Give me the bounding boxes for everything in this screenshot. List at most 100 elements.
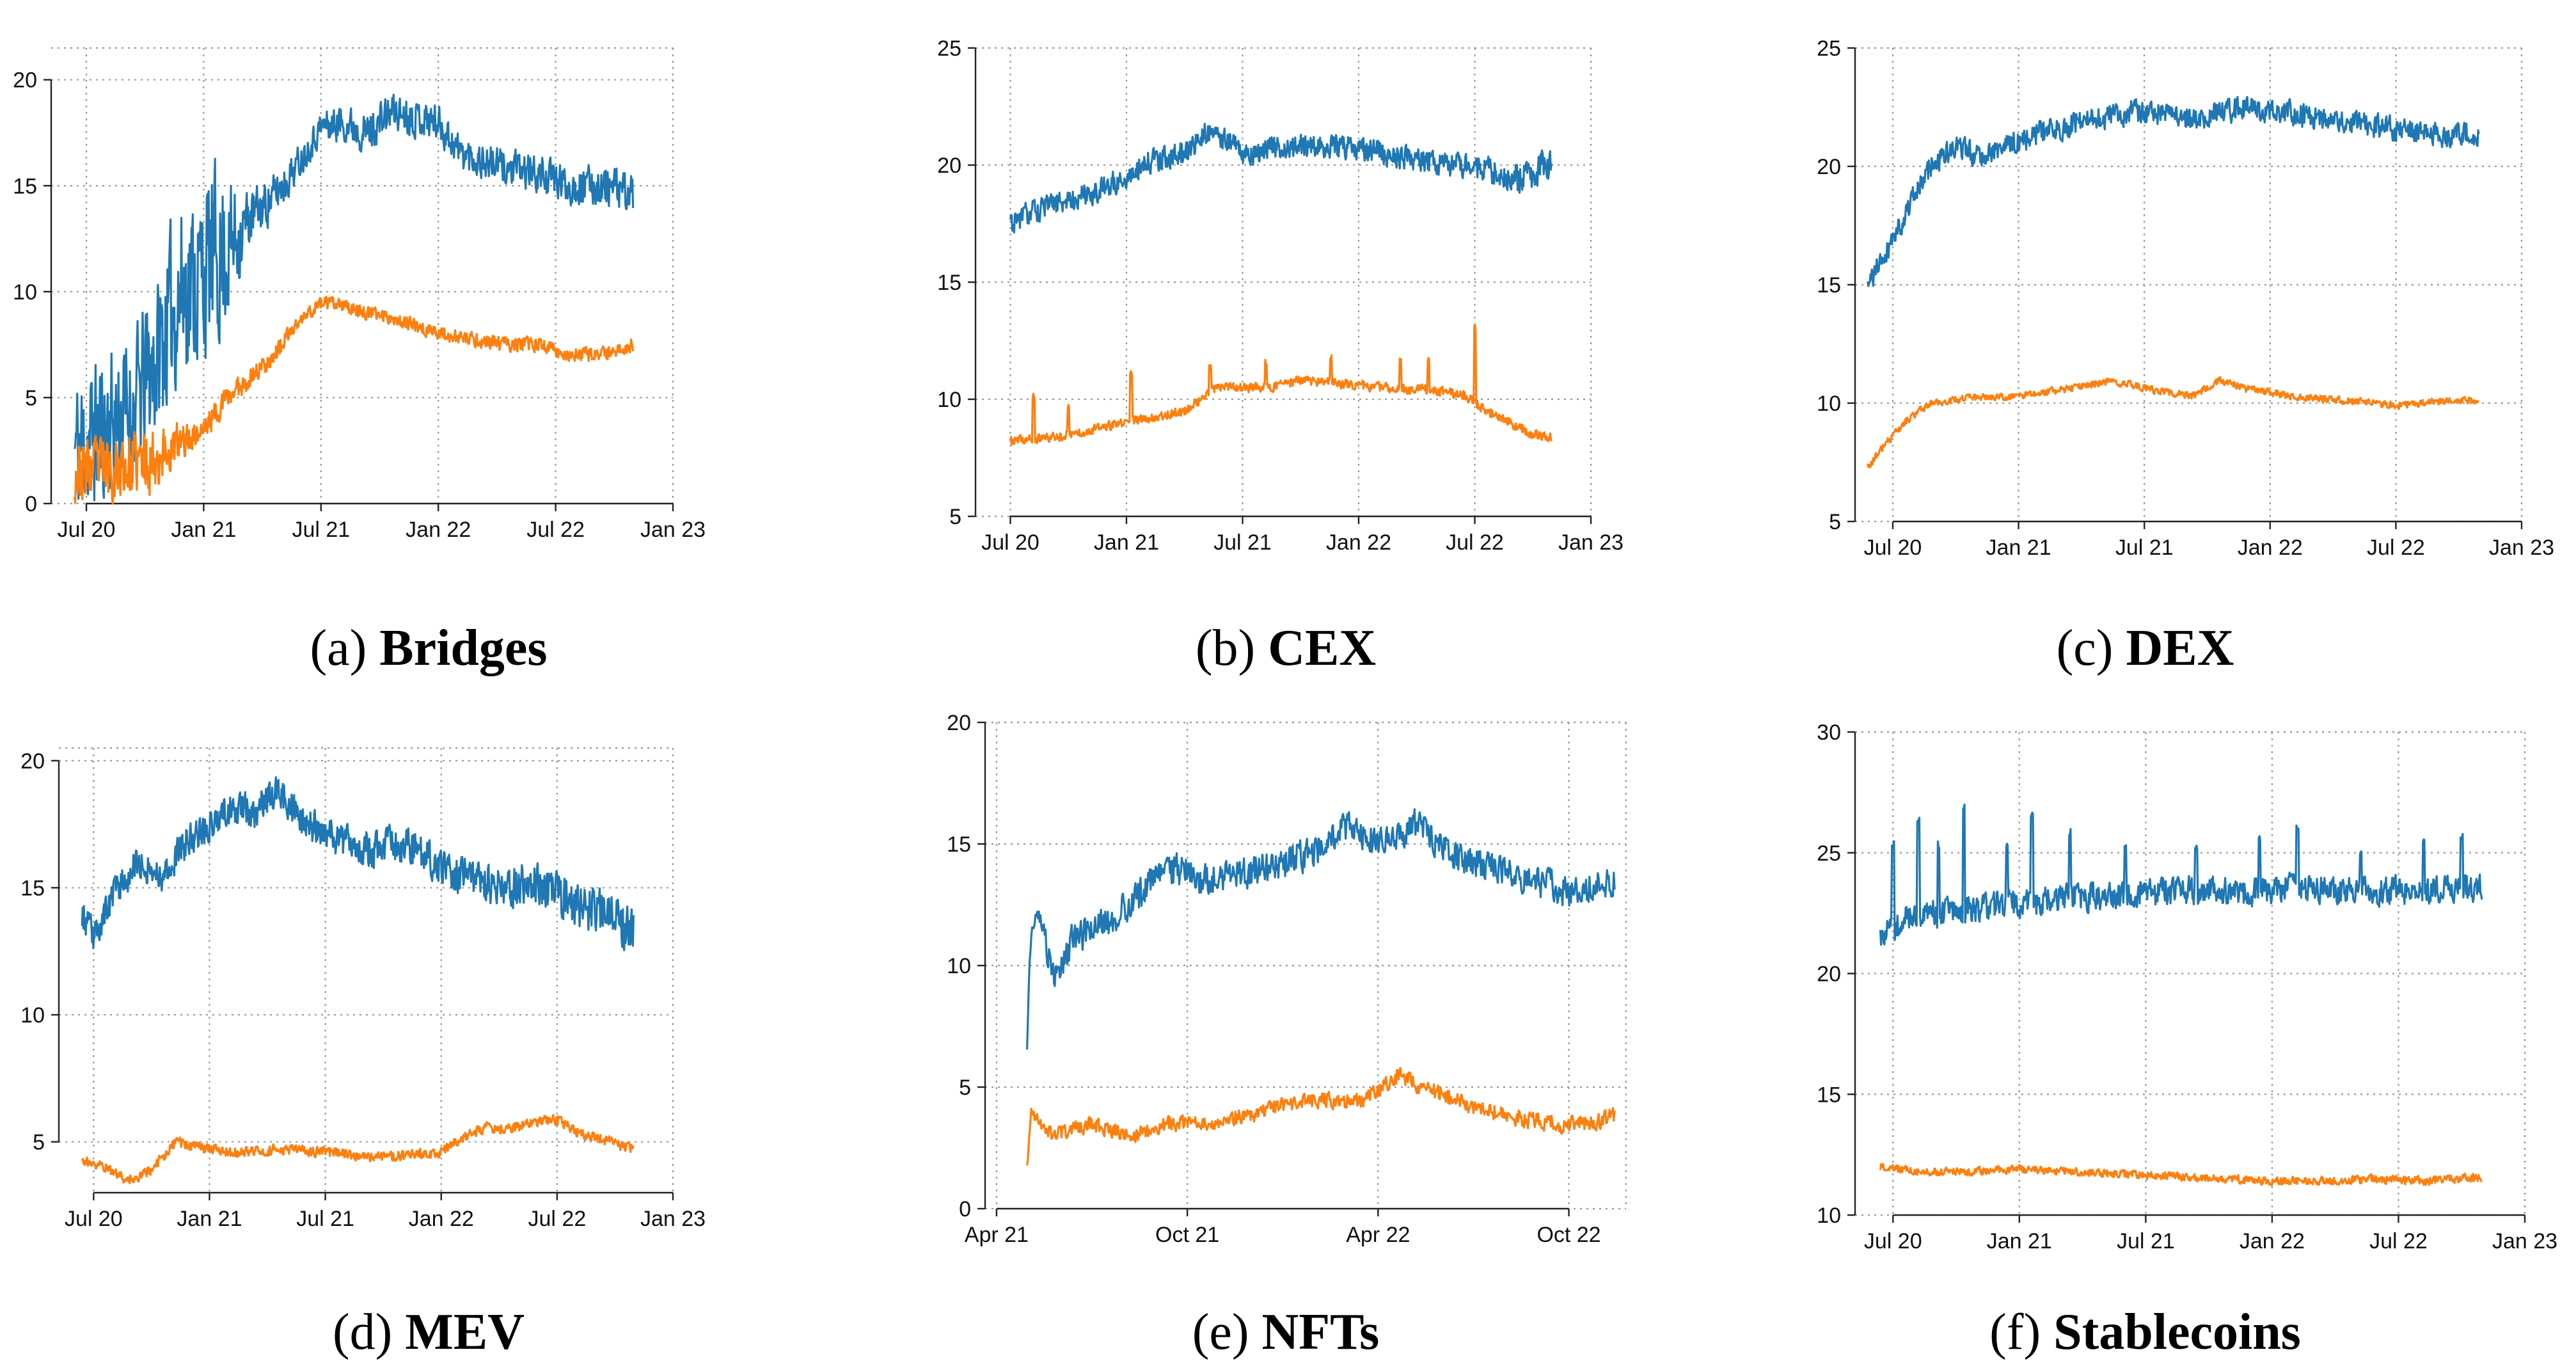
y-tick-label: 10 (937, 388, 961, 412)
series-line-orange (1879, 1163, 2483, 1187)
x-tick-label: Jan 23 (640, 1207, 706, 1231)
caption-dex: (c) DEX (1714, 619, 2576, 678)
series-line-blue (74, 93, 635, 502)
caption-label: (c) (2056, 620, 2114, 676)
x-tick-label: Jan 23 (640, 518, 706, 542)
gridlines (1855, 731, 2526, 1216)
x-tick-label: Jul 22 (2367, 536, 2425, 560)
caption-bridges: (a) Bridges (0, 619, 857, 678)
series-line-blue (81, 776, 635, 951)
y-tick-label: 25 (1817, 36, 1841, 61)
y-tick-label: 5 (1829, 510, 1841, 534)
y-tick-label: 10 (13, 280, 37, 305)
x-tick-label: Jul 20 (981, 530, 1039, 555)
series-line-orange (1026, 1067, 1616, 1166)
panel-b-cex: 5 10 15 20 25 Jul 20 Jan 21 Jul 21 Jan 22 Jul 22 J… (857, 0, 1714, 684)
y-tick-label: 30 (1817, 720, 1841, 745)
y-tick-label: 15 (947, 832, 971, 857)
chart-cex: 5 10 15 20 25 Jul 20 Jan 21 Jul 21 Jan 22 Jul 22 J… (937, 36, 1624, 555)
y-tick-label: 20 (13, 68, 37, 93)
y-tick-label: 15 (20, 876, 45, 900)
caption-label: (d) (333, 1304, 393, 1360)
x-tick-label: Jul 22 (526, 518, 585, 542)
x-tick-label: Jul 20 (65, 1207, 123, 1231)
y-tick-label: 10 (947, 954, 971, 978)
x-tick-label: Apr 21 (965, 1223, 1029, 1247)
y-tick-label: 10 (1817, 392, 1841, 416)
x-tick-label: Jan 23 (1558, 530, 1624, 555)
y-tick-label: 5 (959, 1076, 971, 1100)
x-tick-label: Jul 22 (528, 1207, 587, 1231)
caption-title: CEX (1268, 620, 1377, 676)
caption-nfts: (e) NFTs (857, 1303, 1714, 1362)
x-tick-label: Jan 22 (2238, 536, 2303, 560)
caption-label: (e) (1192, 1304, 1249, 1360)
y-tick-label: 25 (937, 36, 961, 61)
x-tick-label: Jan 22 (1326, 530, 1391, 555)
caption-label: (f) (1989, 1304, 2041, 1360)
y-tick-label: 15 (1817, 1083, 1841, 1107)
y-tick-label: 15 (1817, 273, 1841, 298)
chart-dex: 5 10 15 20 25 Jul 20 Jan 21 Jul 21 Jan 22 Jul 22 J… (1817, 36, 2554, 560)
x-tick-label: Jul 21 (292, 518, 350, 542)
panel-f-stablecoins: 10 15 20 25 30 Jul 20 Jan 21 Jul 21 Jan 22 Jul 22… (1714, 684, 2576, 1368)
x-tick-label: Oct 21 (1155, 1223, 1219, 1247)
panel-d-mev: 5 10 15 20 Jul 20 Jan 21 Jul 21 Jan 22 Jul 22 Jan… (0, 684, 857, 1368)
caption-title: DEX (2126, 620, 2234, 676)
gridlines (985, 721, 1627, 1210)
y-tick-label: 25 (1817, 841, 1841, 866)
x-tick-label: Jul 20 (1864, 536, 1922, 560)
series-line-orange (74, 296, 635, 505)
y-tick-label: 5 (25, 386, 37, 410)
y-tick-label: 0 (25, 492, 37, 516)
caption-title: MEV (405, 1304, 525, 1360)
x-tick-label: Jul 21 (1213, 530, 1272, 555)
y-tick-label: 15 (937, 271, 961, 295)
series-line-blue (1879, 803, 2483, 946)
chart-stablecoins: 10 15 20 25 30 Jul 20 Jan 21 Jul 21 Jan 22 Jul 22… (1817, 720, 2557, 1253)
caption-title: Bridges (379, 620, 548, 676)
caption-title: Stablecoins (2053, 1304, 2301, 1360)
x-tick-label: Jul 21 (2117, 1229, 2175, 1253)
series-line-orange (1009, 324, 1553, 446)
y-tick-label: 15 (13, 174, 37, 198)
caption-label: (b) (1195, 620, 1256, 676)
y-tick-label: 5 (33, 1131, 45, 1155)
caption-cex: (b) CEX (857, 619, 1714, 678)
y-tick-label: 20 (947, 711, 971, 735)
y-tick-label: 5 (949, 505, 961, 529)
y-tick-label: 20 (1817, 962, 1841, 987)
caption-mev: (d) MEV (0, 1303, 857, 1362)
x-tick-label: Jul 22 (1446, 530, 1504, 555)
y-tick-label: 20 (937, 154, 961, 178)
x-tick-label: Jan 22 (2240, 1229, 2305, 1253)
x-tick-label: Jan 22 (406, 518, 471, 542)
x-tick-label: Apr 22 (1346, 1223, 1410, 1247)
x-tick-label: Jul 21 (2115, 536, 2174, 560)
series-line-orange (1867, 376, 2480, 468)
x-tick-label: Jul 22 (2369, 1229, 2428, 1253)
x-tick-label: Jan 21 (171, 518, 236, 542)
gridlines (976, 47, 1592, 518)
panel-e-nfts: 0 5 10 15 20 Apr 21 Oct 21 Apr 22 Oct 22 (e) NFT… (857, 684, 1714, 1368)
series-line-blue (1026, 808, 1616, 1050)
caption-stablecoins: (f) Stablecoins (1714, 1303, 2576, 1362)
x-tick-label: Jul 21 (296, 1207, 354, 1231)
x-tick-label: Jan 21 (177, 1207, 242, 1231)
x-tick-label: Jan 21 (1094, 530, 1159, 555)
x-tick-label: Jan 23 (2492, 1229, 2557, 1253)
x-tick-label: Oct 22 (1537, 1223, 1600, 1247)
series-line-orange (81, 1113, 635, 1184)
panel-a-bridges: 0 5 10 15 20 Jul 20 Jan 21 Jul 21 Jan 22 Jul 22 Ja… (0, 0, 857, 684)
x-tick-label: Jul 20 (58, 518, 116, 542)
x-tick-label: Jan 23 (2489, 536, 2554, 560)
panel-c-dex: 5 10 15 20 25 Jul 20 Jan 21 Jul 21 Jan 22 Jul 22 J… (1714, 0, 2576, 684)
chart-nfts: 0 5 10 15 20 Apr 21 Oct 21 Apr 22 Oct 22 (947, 711, 1627, 1247)
caption-title: NFTs (1261, 1304, 1380, 1360)
x-tick-label: Jan 21 (1986, 536, 2051, 560)
chart-bridges: 0 5 10 15 20 Jul 20 Jan 21 Jul 21 Jan 22 Jul 22 Ja… (13, 47, 706, 542)
x-tick-label: Jan 21 (1987, 1229, 2052, 1253)
chart-mev: 5 10 15 20 Jul 20 Jan 21 Jul 21 Jan 22 Jul 22 Jan… (20, 747, 706, 1231)
y-tick-label: 10 (1817, 1204, 1841, 1228)
x-tick-label: Jul 20 (1864, 1229, 1922, 1253)
